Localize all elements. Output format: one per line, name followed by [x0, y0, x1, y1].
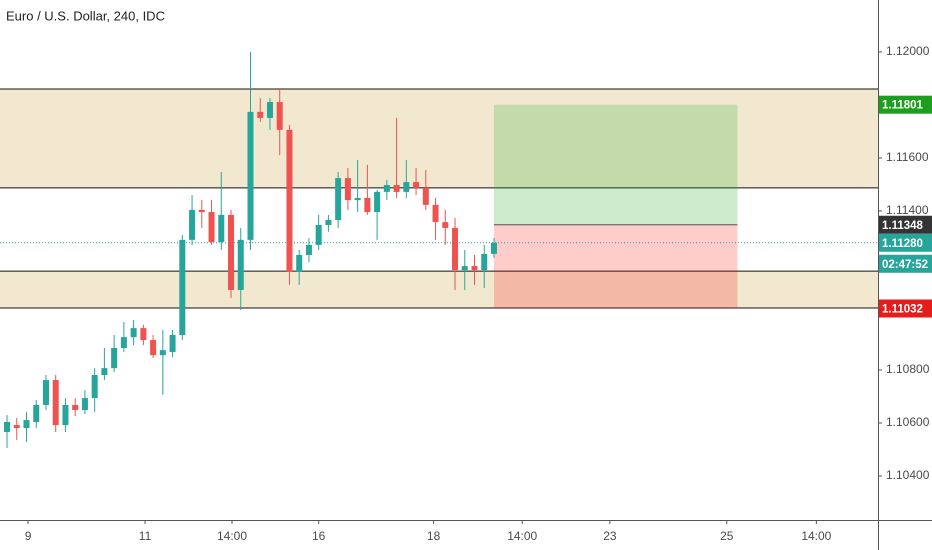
candle-body: [189, 209, 196, 240]
candle-body: [198, 209, 205, 213]
loss-area: [493, 224, 738, 309]
candle-body: [354, 197, 361, 201]
candle-body: [33, 404, 40, 422]
candle-body: [344, 178, 351, 201]
candle-body: [42, 380, 49, 405]
candle-body: [208, 212, 215, 242]
price-label: 1.11801: [882, 100, 924, 112]
price-label-box: [879, 215, 932, 234]
x-tick-label: 18: [427, 529, 441, 543]
candle-body: [481, 253, 488, 271]
candle-body: [120, 337, 127, 348]
y-tick-label: 1.11600: [886, 150, 929, 164]
y-tick-label: 1.12000: [886, 44, 930, 58]
y-tick-label: 1.10600: [886, 415, 930, 429]
candle-body: [228, 214, 235, 290]
price-label: 1.11280: [882, 238, 923, 250]
zone: [0, 271, 878, 308]
candle-body: [315, 225, 322, 245]
x-tick-label: 16: [312, 529, 326, 543]
y-tick-label: 1.11400: [886, 203, 929, 217]
candle-body: [247, 111, 254, 240]
x-tick-label: 14:00: [507, 529, 537, 543]
candle-body: [286, 129, 293, 272]
candle-body: [62, 404, 69, 426]
candle-body: [403, 182, 410, 192]
candle-body: [81, 398, 88, 411]
candle-body: [257, 111, 264, 118]
x-tick-label: 23: [603, 529, 617, 543]
price-label: 1.11348: [882, 220, 924, 232]
candle-body: [111, 347, 118, 369]
candle-body: [150, 340, 157, 356]
price-label-box: [879, 95, 932, 114]
candle-body: [52, 380, 59, 426]
candle-body: [471, 266, 478, 271]
candle-body: [23, 420, 30, 429]
y-tick-label: 1.10800: [886, 362, 930, 376]
chart-title: Euro / U.S. Dollar, 240, IDC: [6, 8, 165, 23]
price-label: 1.11032: [882, 304, 923, 316]
candle-body: [364, 197, 371, 213]
candle-body: [413, 182, 420, 188]
zone: [0, 89, 878, 188]
candle-body: [101, 368, 108, 376]
candle-body: [237, 239, 244, 290]
axes: 1.10400 1.10600 1.10800 1.11400 1.11600 1.120…: [25, 44, 932, 543]
candle-body: [383, 184, 390, 192]
candle-body: [325, 219, 332, 226]
candle-body: [296, 254, 303, 272]
candle-body: [140, 328, 147, 341]
x-tick-label: 14:00: [801, 529, 831, 543]
candle-body: [169, 335, 176, 352]
candle-body: [490, 242, 497, 254]
price-label-box: [879, 233, 932, 252]
candle-body: [91, 375, 98, 399]
candle-body: [442, 222, 449, 228]
candle-body: [72, 404, 79, 411]
candle-body: [4, 421, 11, 433]
candle-body: [452, 227, 459, 271]
candle-body: [422, 187, 429, 205]
candle-body: [393, 184, 400, 192]
countdown: 02:47:52: [882, 259, 928, 271]
profit-area: [493, 104, 738, 225]
candle-body: [13, 425, 20, 429]
candle-body: [335, 178, 342, 220]
countdown-box: [879, 254, 932, 273]
y-tick-label: 1.10400: [886, 468, 930, 482]
candle-body: [374, 191, 381, 213]
candle-body: [461, 266, 468, 271]
candle-body: [218, 214, 225, 242]
price-label-box: [879, 299, 932, 318]
x-tick-label: 14:00: [217, 529, 247, 543]
x-tick-label: 9: [25, 529, 32, 543]
candle-body: [179, 239, 186, 336]
x-tick-label: 11: [139, 529, 152, 543]
candle-body: [432, 204, 439, 223]
candle-body: [130, 328, 137, 338]
candle-body: [305, 244, 312, 255]
candle-body: [266, 102, 273, 118]
candle-body: [276, 102, 283, 130]
x-tick-label: 25: [720, 529, 734, 543]
candle-body: [159, 350, 166, 356]
plot-area: [0, 51, 878, 448]
